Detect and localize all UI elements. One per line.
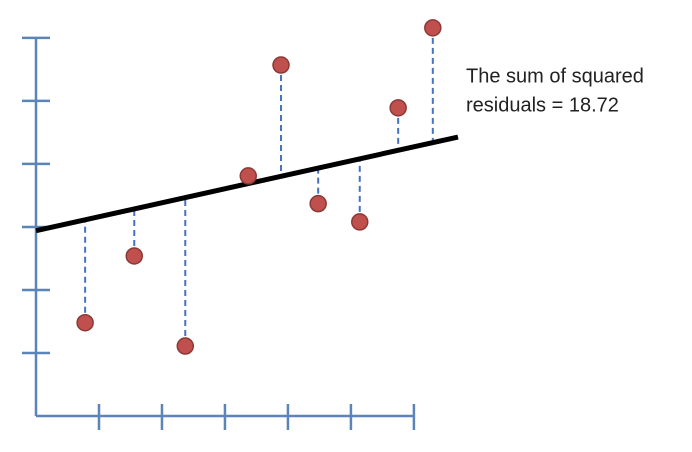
- data-point: [309, 194, 327, 213]
- data-point: [272, 56, 290, 74]
- data-point: [125, 247, 144, 265]
- data-point: [76, 313, 94, 332]
- annotation-line: The sum of squared: [466, 65, 644, 87]
- data-point: [350, 213, 369, 231]
- data-point: [239, 167, 258, 185]
- data-point: [424, 19, 442, 37]
- data-point: [389, 99, 407, 117]
- annotation-line: residuals = 18.72: [466, 94, 619, 116]
- data-point: [176, 337, 195, 355]
